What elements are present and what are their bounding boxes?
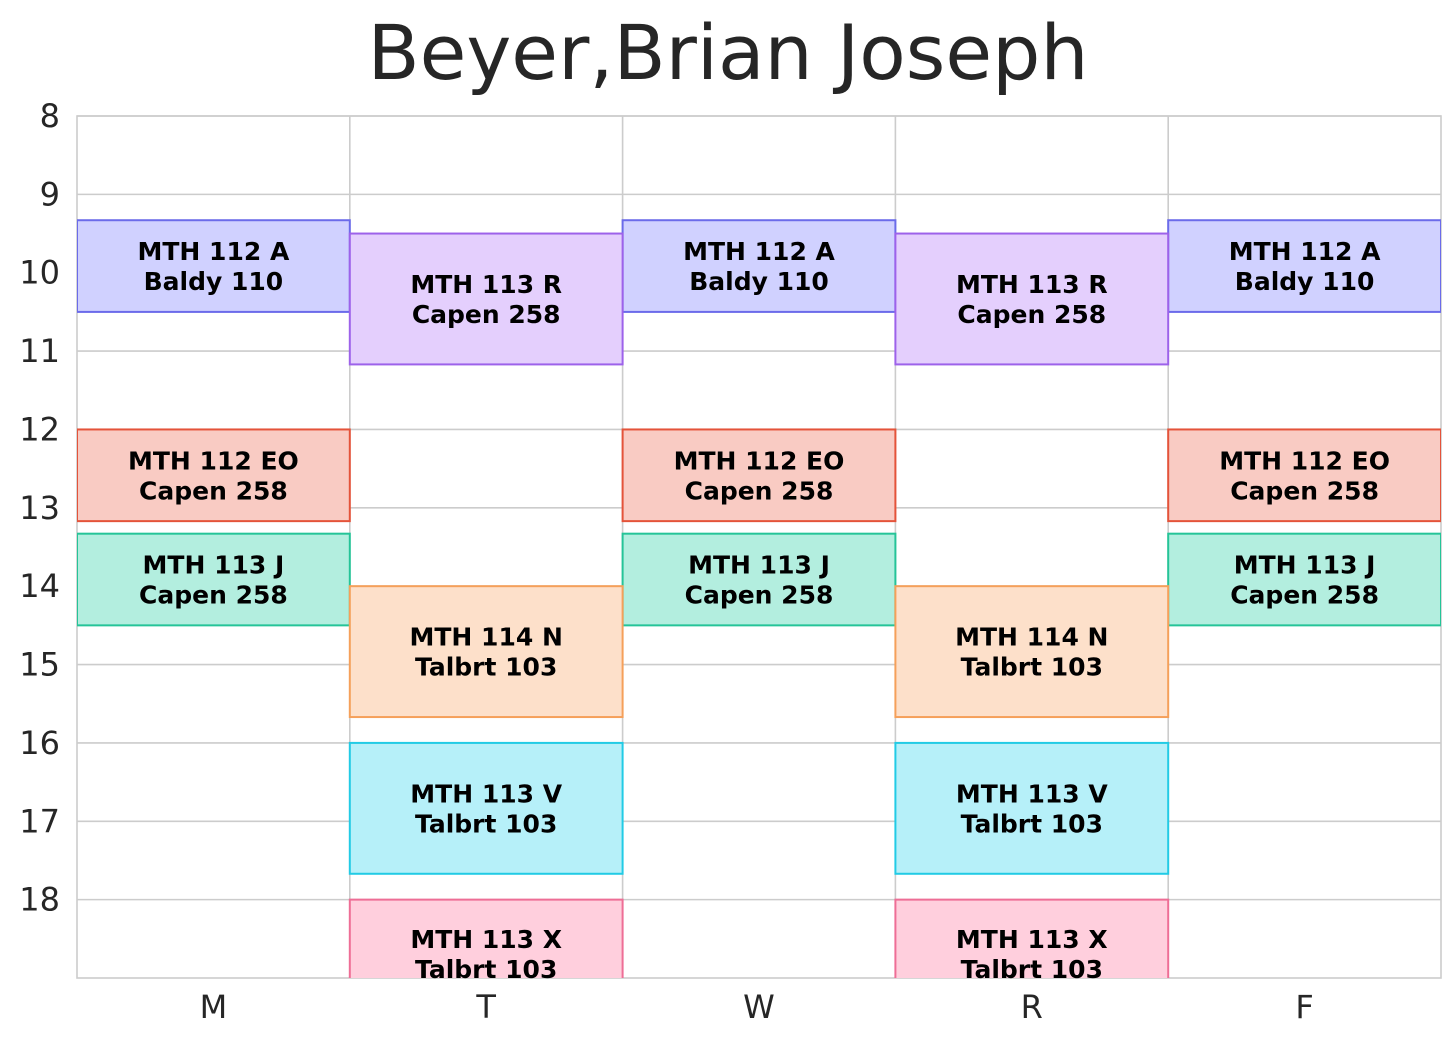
class-room-label: Capen 258 bbox=[139, 476, 288, 505]
class-room-label: Capen 258 bbox=[685, 476, 834, 505]
y-tick-label: 8 bbox=[40, 97, 60, 135]
class-course-label: MTH 113 J bbox=[688, 551, 830, 580]
y-tick-label: 13 bbox=[19, 489, 60, 527]
x-tick-label: F bbox=[1295, 988, 1313, 1026]
class-course-label: MTH 113 X bbox=[956, 925, 1108, 954]
class-course-label: MTH 112 EO bbox=[128, 446, 299, 475]
class-room-label: Baldy 110 bbox=[144, 267, 284, 296]
y-tick-label: 9 bbox=[40, 175, 60, 213]
class-course-label: MTH 113 R bbox=[956, 270, 1108, 299]
class-course-label: MTH 113 V bbox=[410, 779, 562, 808]
y-tick-label: 18 bbox=[19, 881, 60, 919]
y-tick-label: 17 bbox=[19, 802, 60, 840]
class-course-label: MTH 113 J bbox=[1234, 551, 1376, 580]
class-course-label: MTH 113 J bbox=[143, 551, 285, 580]
class-block bbox=[894, 741, 1170, 875]
x-tick-label: M bbox=[200, 988, 228, 1026]
class-room-label: Baldy 110 bbox=[689, 267, 829, 296]
class-block bbox=[77, 219, 351, 313]
class-course-label: MTH 114 N bbox=[410, 623, 563, 652]
class-room-label: Capen 258 bbox=[957, 300, 1106, 329]
class-room-label: Capen 258 bbox=[412, 300, 561, 329]
class-room-label: Talbrt 103 bbox=[415, 809, 557, 838]
y-tick-label: 16 bbox=[19, 724, 60, 762]
class-course-label: MTH 113 X bbox=[410, 925, 562, 954]
class-course-label: MTH 114 N bbox=[955, 623, 1108, 652]
class-block bbox=[348, 585, 624, 719]
class-block bbox=[894, 232, 1170, 366]
class-room-label: Talbrt 103 bbox=[415, 653, 557, 682]
class-room-label: Capen 258 bbox=[1230, 581, 1379, 610]
class-block bbox=[621, 428, 897, 523]
y-tick-label: 11 bbox=[19, 332, 60, 370]
chart-title: Beyer,Brian Joseph bbox=[367, 8, 1089, 97]
class-course-label: MTH 112 EO bbox=[1219, 446, 1390, 475]
y-tick-label: 12 bbox=[19, 410, 60, 448]
class-block bbox=[894, 585, 1170, 719]
y-tick-label: 10 bbox=[19, 254, 60, 292]
class-block bbox=[77, 428, 351, 523]
class-room-label: Baldy 110 bbox=[1235, 267, 1375, 296]
class-course-label: MTH 112 A bbox=[1229, 237, 1381, 266]
y-tick-label: 15 bbox=[19, 646, 60, 684]
class-block bbox=[77, 532, 351, 627]
x-tick-label: T bbox=[475, 988, 496, 1026]
class-block bbox=[894, 898, 1170, 978]
class-block bbox=[348, 741, 624, 875]
class-course-label: MTH 112 EO bbox=[674, 446, 845, 475]
class-room-label: Capen 258 bbox=[1230, 476, 1379, 505]
x-tick-label: W bbox=[743, 988, 775, 1026]
class-room-label: Capen 258 bbox=[685, 581, 834, 610]
class-block bbox=[1167, 219, 1441, 313]
class-block bbox=[348, 898, 624, 978]
class-course-label: MTH 113 R bbox=[410, 270, 562, 299]
class-room-label: Talbrt 103 bbox=[961, 955, 1103, 984]
class-room-label: Talbrt 103 bbox=[415, 955, 557, 984]
class-room-label: Talbrt 103 bbox=[961, 809, 1103, 838]
x-tick-label: R bbox=[1021, 988, 1043, 1026]
class-room-label: Capen 258 bbox=[139, 581, 288, 610]
events-layer bbox=[77, 219, 1441, 978]
class-course-label: MTH 112 A bbox=[138, 237, 290, 266]
class-block bbox=[1167, 532, 1441, 627]
class-block bbox=[1167, 428, 1441, 523]
class-block bbox=[621, 532, 897, 627]
y-tick-label: 14 bbox=[19, 567, 60, 605]
class-course-label: MTH 112 A bbox=[683, 237, 835, 266]
class-course-label: MTH 113 V bbox=[956, 779, 1108, 808]
class-room-label: Talbrt 103 bbox=[961, 653, 1103, 682]
class-block bbox=[348, 232, 624, 366]
class-block bbox=[621, 219, 897, 313]
